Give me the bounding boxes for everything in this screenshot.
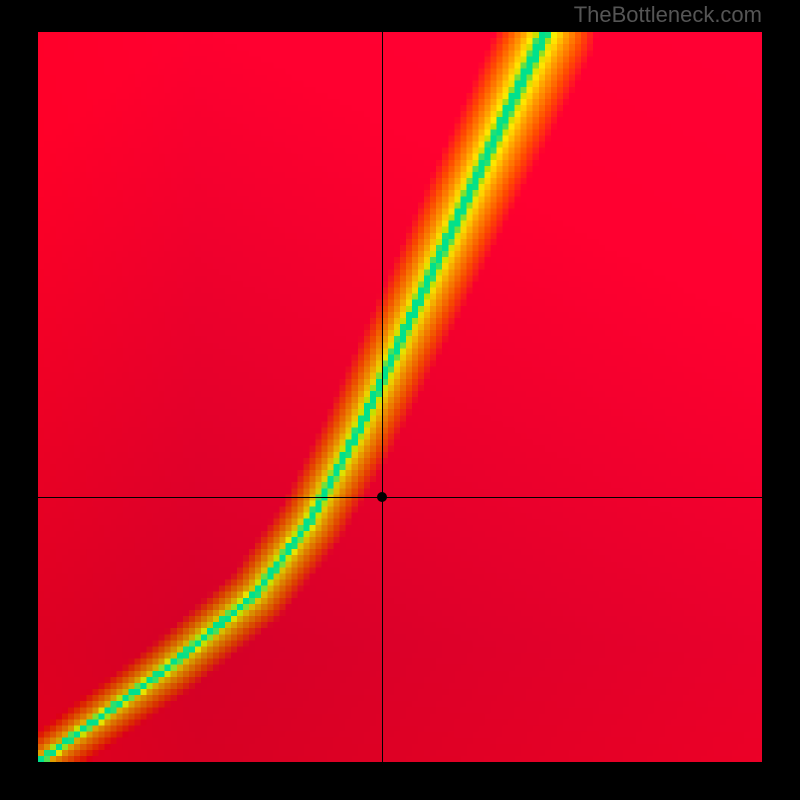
crosshair-vertical <box>382 32 383 762</box>
crosshair-horizontal <box>38 497 762 498</box>
bottleneck-heatmap <box>38 32 762 762</box>
watermark-text: TheBottleneck.com <box>574 2 762 28</box>
figure-container: TheBottleneck.com <box>0 0 800 800</box>
